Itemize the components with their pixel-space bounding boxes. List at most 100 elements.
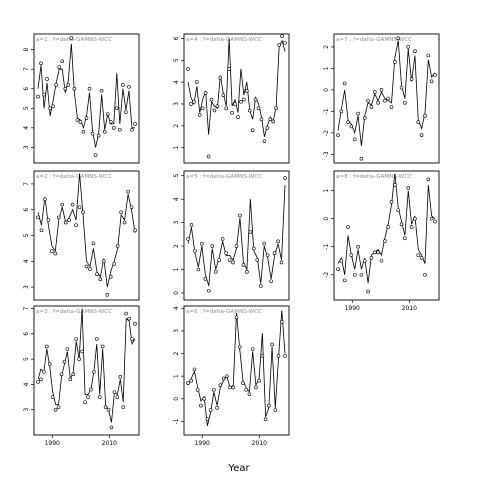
panel-3: a=7 : f=delta-GAMNS-WCC -3 -2 -1 0 1 2	[323, 33, 440, 164]
data-point	[51, 104, 55, 109]
data-point	[283, 40, 287, 45]
data-point	[366, 289, 370, 294]
data-point	[133, 228, 137, 233]
panel-frame	[33, 33, 140, 164]
y-tick-label: 4	[23, 259, 30, 263]
y-tick-label: -2	[323, 272, 330, 278]
data-point	[346, 225, 350, 229]
data-point	[217, 258, 221, 262]
y-tick-label: 1	[173, 374, 180, 378]
data-point	[256, 106, 261, 111]
data-point	[84, 116, 89, 120]
data-point	[115, 106, 119, 111]
data-point	[39, 377, 43, 382]
data-point	[258, 284, 263, 288]
data-point	[96, 133, 101, 138]
data-point	[244, 89, 249, 93]
panel-label: a=7 : f=delta-GAMNS-WCC	[336, 37, 412, 43]
y-tick-label: 0	[173, 397, 180, 401]
data-point	[92, 369, 96, 374]
data-point	[423, 113, 427, 118]
data-point	[45, 77, 49, 81]
data-point	[389, 105, 394, 109]
data-point	[257, 378, 261, 383]
data-point	[228, 385, 232, 390]
panels-group: a=1 : f=delta-GAMNS-WCC 3 4 5 6 7 8 a=4 : f=del…	[23, 33, 440, 447]
y-tick-label: 2	[323, 45, 330, 49]
data-point	[274, 106, 278, 111]
panel-4: a=2 : f=delta-GAMNS-WCC 3 4 5 6 7	[23, 170, 140, 301]
y-tick-label: 6	[173, 36, 180, 40]
data-point	[213, 270, 218, 274]
data-point	[254, 385, 258, 390]
data-point	[69, 36, 74, 40]
y-tick-label: 6	[23, 332, 30, 336]
y-tick-label: 6	[23, 87, 30, 91]
y-tick-label: 2	[173, 351, 180, 355]
data-point	[218, 75, 223, 80]
data-point	[200, 241, 204, 246]
data-point	[189, 223, 194, 227]
data-point	[108, 274, 113, 279]
data-point	[231, 260, 235, 265]
data-point	[129, 205, 134, 209]
data-point	[192, 99, 196, 104]
y-tick-label: 4	[23, 126, 30, 130]
data-point	[70, 202, 75, 207]
data-point	[36, 94, 40, 99]
panel-frame	[183, 33, 290, 164]
data-point	[386, 225, 390, 229]
data-point	[277, 43, 281, 47]
data-point	[389, 200, 394, 204]
data-point	[205, 417, 210, 421]
data-point	[423, 272, 427, 277]
data-point	[433, 73, 437, 77]
data-point	[376, 101, 380, 105]
y-tick-label: -2	[323, 130, 330, 136]
y-tick-label: 1	[173, 146, 180, 150]
data-point	[57, 65, 62, 70]
data-point	[86, 395, 90, 399]
data-point	[225, 374, 229, 378]
data-point	[393, 183, 397, 187]
data-point	[112, 262, 117, 266]
fit-line	[37, 173, 136, 288]
data-point	[206, 288, 211, 293]
data-point	[124, 110, 128, 114]
y-tick-label: 7	[23, 182, 30, 186]
data-point	[349, 253, 354, 257]
y-tick-label: 7	[23, 306, 30, 310]
data-point	[91, 241, 96, 246]
data-point	[200, 106, 205, 111]
data-point	[369, 105, 374, 109]
data-point	[109, 425, 114, 430]
y-tick-label: 4	[173, 197, 180, 201]
panel-8: a=6 : f=delta-GAMNS-WCC -1 0 1 2 3 4 1990 2010	[173, 305, 290, 447]
data-point	[45, 344, 49, 349]
y-tick-label: 4	[23, 382, 30, 386]
data-point	[273, 408, 278, 412]
data-point	[230, 110, 234, 115]
data-point	[89, 387, 93, 392]
panel-label: a=8 : f=delta-GAMNS-WCC	[336, 174, 412, 180]
data-point	[406, 186, 411, 190]
data-point	[215, 406, 219, 410]
fit-line	[37, 308, 136, 423]
data-point	[271, 119, 276, 124]
data-point	[118, 375, 123, 379]
data-point	[362, 116, 367, 120]
data-point	[208, 408, 213, 412]
data-point	[413, 49, 417, 54]
data-point	[250, 347, 255, 351]
y-tick-label: 1	[173, 267, 180, 271]
data-point	[103, 405, 108, 409]
y-tick-label: 3	[23, 285, 30, 289]
panel-frame	[183, 305, 290, 436]
y-tick-label: 5	[23, 233, 30, 237]
y-tick-label: 5	[173, 174, 180, 178]
panel-frame	[183, 170, 290, 301]
data-point	[68, 377, 73, 382]
data-point	[203, 91, 208, 95]
data-point	[81, 129, 86, 134]
data-point	[352, 137, 357, 142]
